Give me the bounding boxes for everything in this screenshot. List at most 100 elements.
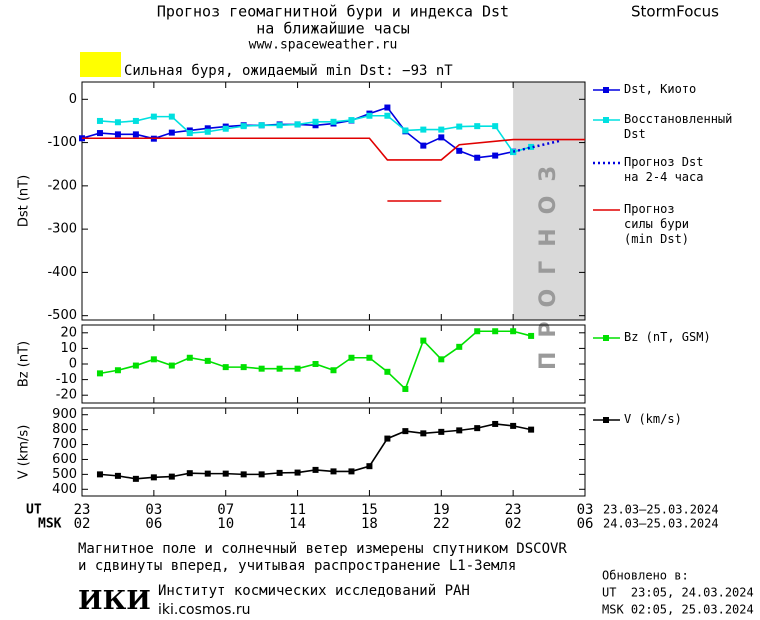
data-point: [492, 328, 499, 335]
data-point: [492, 420, 499, 427]
y-tick-label: 400: [52, 482, 77, 497]
y-tick-label: 0: [69, 357, 77, 372]
data-point: [420, 430, 427, 437]
data-point: [168, 362, 175, 369]
data-point: [168, 129, 175, 136]
data-point: [258, 122, 265, 129]
y-tick-label: -20: [56, 388, 77, 403]
y-tick-label: -500: [47, 308, 77, 323]
legend-entry: Прогноз Dst на 2-4 часа: [624, 155, 704, 184]
legend-entry: Dst, Киото: [624, 82, 697, 96]
updated-ut: UT 23:05, 24.03.2024: [602, 586, 754, 600]
data-point: [510, 328, 517, 335]
data-point: [204, 470, 211, 477]
data-point: [312, 122, 319, 129]
data-point: [294, 469, 301, 476]
data-point: [438, 356, 445, 363]
data-point: [402, 428, 409, 435]
data-point: [96, 471, 103, 478]
data-point: [528, 426, 535, 433]
legend-marker: [603, 335, 609, 341]
date-range-msk: 24.03–25.03.2024: [603, 517, 719, 531]
legend-marker: [603, 417, 609, 423]
x-axis-label-msk: MSK: [38, 517, 62, 532]
x-tick-label: 07: [217, 502, 234, 518]
data-point: [240, 123, 247, 130]
x-tick-label: 03: [577, 502, 594, 518]
y-axis-label: V (km/s): [17, 425, 32, 480]
data-point: [276, 365, 283, 372]
data-point: [150, 356, 157, 363]
data-point: [114, 367, 121, 374]
legend-entry: V (km/s): [624, 412, 682, 426]
y-tick-label: 600: [52, 452, 77, 467]
y-tick-label: -100: [47, 135, 77, 150]
legend-marker: [603, 117, 609, 123]
data-point: [474, 328, 481, 335]
data-point: [330, 468, 337, 475]
data-point: [240, 471, 247, 478]
data-point: [294, 121, 301, 128]
x-tick-label-msk: 14: [289, 516, 306, 532]
data-point: [474, 154, 481, 161]
data-point: [132, 475, 139, 482]
data-point: [168, 113, 175, 120]
data-point: [114, 472, 121, 479]
y-tick-label: 20: [60, 325, 77, 340]
data-point: [384, 112, 391, 119]
data-point: [528, 332, 535, 339]
series-line: [81, 106, 514, 159]
data-point: [402, 127, 409, 134]
status-text: Сильная буря, ожидаемый min Dst: −93 nT: [124, 63, 453, 79]
x-axis-label: UT: [26, 503, 42, 518]
data-point: [240, 364, 247, 371]
data-point: [222, 125, 229, 132]
y-tick-label: 900: [52, 407, 77, 422]
date-range: 23.03–25.03.2024: [603, 503, 719, 517]
data-point: [168, 473, 175, 480]
data-point: [114, 119, 121, 126]
x-tick-label: 19: [433, 502, 450, 518]
forecast-region: [513, 82, 585, 320]
y-tick-label: 10: [60, 341, 77, 356]
data-point: [384, 435, 391, 442]
data-point: [258, 471, 265, 478]
data-point: [276, 469, 283, 476]
data-point: [348, 354, 355, 361]
data-point: [150, 474, 157, 481]
data-point: [348, 117, 355, 124]
data-point: [132, 362, 139, 369]
y-tick-label: 700: [52, 437, 77, 452]
data-point: [276, 122, 283, 129]
x-tick-label: 23: [505, 502, 522, 518]
data-point: [132, 117, 139, 124]
data-point: [456, 427, 463, 434]
footer-note: и сдвинуты вперед, учитывая распростране…: [78, 558, 516, 574]
data-point: [330, 118, 337, 125]
x-tick-label: 11: [289, 502, 306, 518]
y-tick-label: -400: [47, 265, 77, 280]
subtitle: на ближайшие часы: [256, 20, 410, 38]
x-tick-label-msk: 10: [217, 516, 234, 532]
plot-frame: [81, 81, 586, 321]
forecast-label: ПРОГНОЗ: [536, 152, 561, 370]
data-point: [474, 425, 481, 432]
y-axis-label: Bz (nT): [17, 341, 32, 387]
data-point: [384, 368, 391, 375]
data-point: [456, 343, 463, 350]
x-tick-label: 23: [74, 502, 91, 518]
legend-entry: Прогноз силы бури (min Dst): [624, 202, 690, 246]
footer-note: Магнитное поле и солнечный ветер измерен…: [78, 541, 567, 557]
y-tick-label: -10: [56, 372, 77, 387]
series-line: [99, 330, 532, 391]
data-point: [366, 112, 373, 119]
x-tick-label-msk: 18: [361, 516, 378, 532]
data-point: [114, 131, 121, 138]
plot-frame: [81, 407, 586, 497]
data-point: [186, 130, 193, 137]
data-point: [258, 365, 265, 372]
data-point: [312, 466, 319, 473]
data-point: [222, 364, 229, 371]
